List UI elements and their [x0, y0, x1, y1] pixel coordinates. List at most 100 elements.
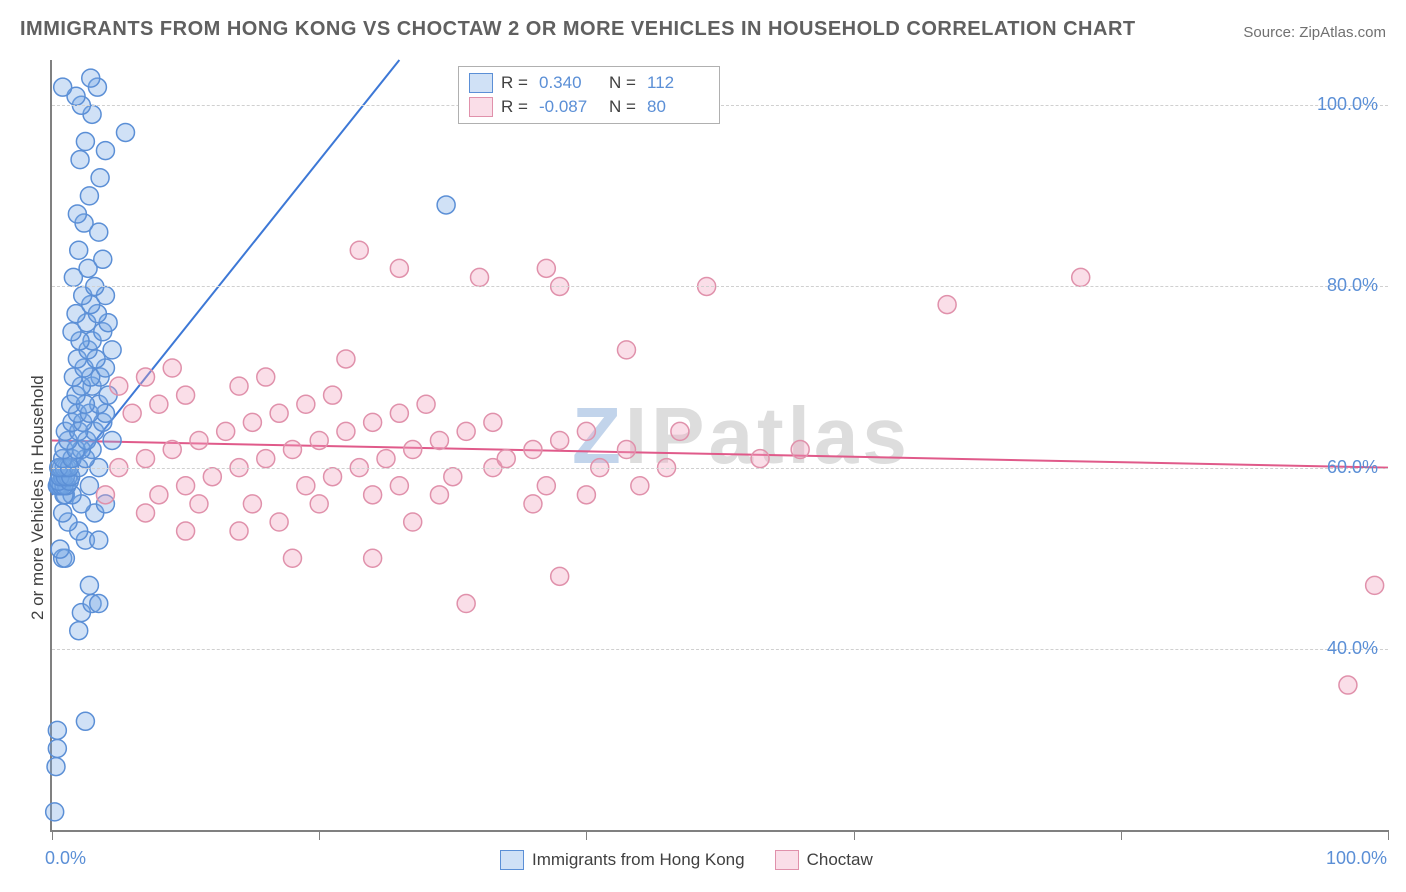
point-ch	[163, 359, 181, 377]
x-tick	[1388, 830, 1389, 840]
point-ch	[751, 450, 769, 468]
y-tick-label: 100.0%	[1317, 94, 1378, 115]
point-ch	[1072, 268, 1090, 286]
x-tick	[586, 830, 587, 840]
point-hk	[437, 196, 455, 214]
point-ch	[177, 477, 195, 495]
point-ch	[137, 504, 155, 522]
gridline	[52, 286, 1388, 287]
point-ch	[324, 386, 342, 404]
y-axis-label: 2 or more Vehicles in Household	[28, 375, 48, 620]
legend-bottom-label-ch: Choctaw	[807, 850, 873, 870]
point-hk	[90, 595, 108, 613]
point-ch	[96, 486, 114, 504]
point-ch	[283, 549, 301, 567]
point-hk	[80, 576, 98, 594]
r-label-ch: R =	[501, 97, 531, 117]
point-ch	[243, 495, 261, 513]
point-ch	[137, 368, 155, 386]
point-ch	[110, 377, 128, 395]
source-link[interactable]: ZipAtlas.com	[1299, 24, 1386, 41]
legend-swatch-hk	[469, 73, 493, 93]
legend-swatch-ch	[469, 97, 493, 117]
point-ch	[617, 341, 635, 359]
point-hk	[116, 123, 134, 141]
legend-item-hk: Immigrants from Hong Kong	[500, 850, 745, 870]
r-value-ch: -0.087	[539, 97, 601, 117]
point-hk	[96, 142, 114, 160]
point-ch	[177, 386, 195, 404]
point-ch	[297, 395, 315, 413]
point-hk	[71, 151, 89, 169]
trendline-ch	[52, 440, 1388, 467]
point-hk	[103, 431, 121, 449]
point-hk	[70, 241, 88, 259]
source-attribution: Source: ZipAtlas.com	[1243, 24, 1386, 41]
chart-svg-layer	[52, 60, 1388, 830]
point-ch	[364, 486, 382, 504]
gridline	[52, 105, 1388, 106]
point-ch	[123, 404, 141, 422]
legend-row-hk: R = 0.340 N = 112	[469, 71, 709, 95]
point-hk	[47, 758, 65, 776]
point-ch	[230, 522, 248, 540]
x-max-label: 100.0%	[1326, 848, 1387, 869]
r-label-hk: R =	[501, 73, 531, 93]
point-ch	[150, 486, 168, 504]
point-ch	[297, 477, 315, 495]
x-origin-label: 0.0%	[45, 848, 86, 869]
point-ch	[310, 495, 328, 513]
series-legend: Immigrants from Hong Kong Choctaw	[500, 850, 873, 870]
point-ch	[364, 413, 382, 431]
point-ch	[364, 549, 382, 567]
point-ch	[137, 450, 155, 468]
point-ch	[390, 259, 408, 277]
point-ch	[190, 495, 208, 513]
point-ch	[404, 513, 422, 531]
y-tick-label: 80.0%	[1327, 275, 1378, 296]
point-hk	[90, 531, 108, 549]
gridline	[52, 649, 1388, 650]
point-ch	[457, 595, 475, 613]
point-hk	[51, 540, 69, 558]
point-ch	[417, 395, 435, 413]
point-ch	[203, 468, 221, 486]
point-ch	[324, 468, 342, 486]
n-label-hk: N =	[609, 73, 639, 93]
point-ch	[270, 404, 288, 422]
point-ch	[791, 441, 809, 459]
n-label-ch: N =	[609, 97, 639, 117]
y-tick-label: 60.0%	[1327, 457, 1378, 478]
x-tick	[1121, 830, 1122, 840]
point-hk	[68, 205, 86, 223]
point-ch	[283, 441, 301, 459]
x-tick	[52, 830, 53, 840]
legend-row-ch: R = -0.087 N = 80	[469, 95, 709, 119]
point-ch	[938, 296, 956, 314]
point-ch	[471, 268, 489, 286]
chart-title: IMMIGRANTS FROM HONG KONG VS CHOCTAW 2 O…	[20, 18, 1136, 41]
statistics-legend: R = 0.340 N = 112 R = -0.087 N = 80	[458, 66, 720, 124]
point-ch	[671, 422, 689, 440]
n-value-ch: 80	[647, 97, 709, 117]
point-ch	[337, 350, 355, 368]
point-ch	[537, 259, 555, 277]
point-ch	[497, 450, 515, 468]
point-ch	[537, 477, 555, 495]
legend-bottom-label-hk: Immigrants from Hong Kong	[532, 850, 745, 870]
point-hk	[82, 69, 100, 87]
point-hk	[80, 477, 98, 495]
point-hk	[103, 341, 121, 359]
point-ch	[310, 431, 328, 449]
point-ch	[1339, 676, 1357, 694]
x-tick	[319, 830, 320, 840]
x-tick	[854, 830, 855, 840]
point-ch	[524, 495, 542, 513]
point-ch	[430, 486, 448, 504]
gridline	[52, 468, 1388, 469]
point-hk	[54, 504, 72, 522]
point-ch	[631, 477, 649, 495]
point-hk	[91, 169, 109, 187]
point-ch	[444, 468, 462, 486]
legend-item-ch: Choctaw	[775, 850, 873, 870]
